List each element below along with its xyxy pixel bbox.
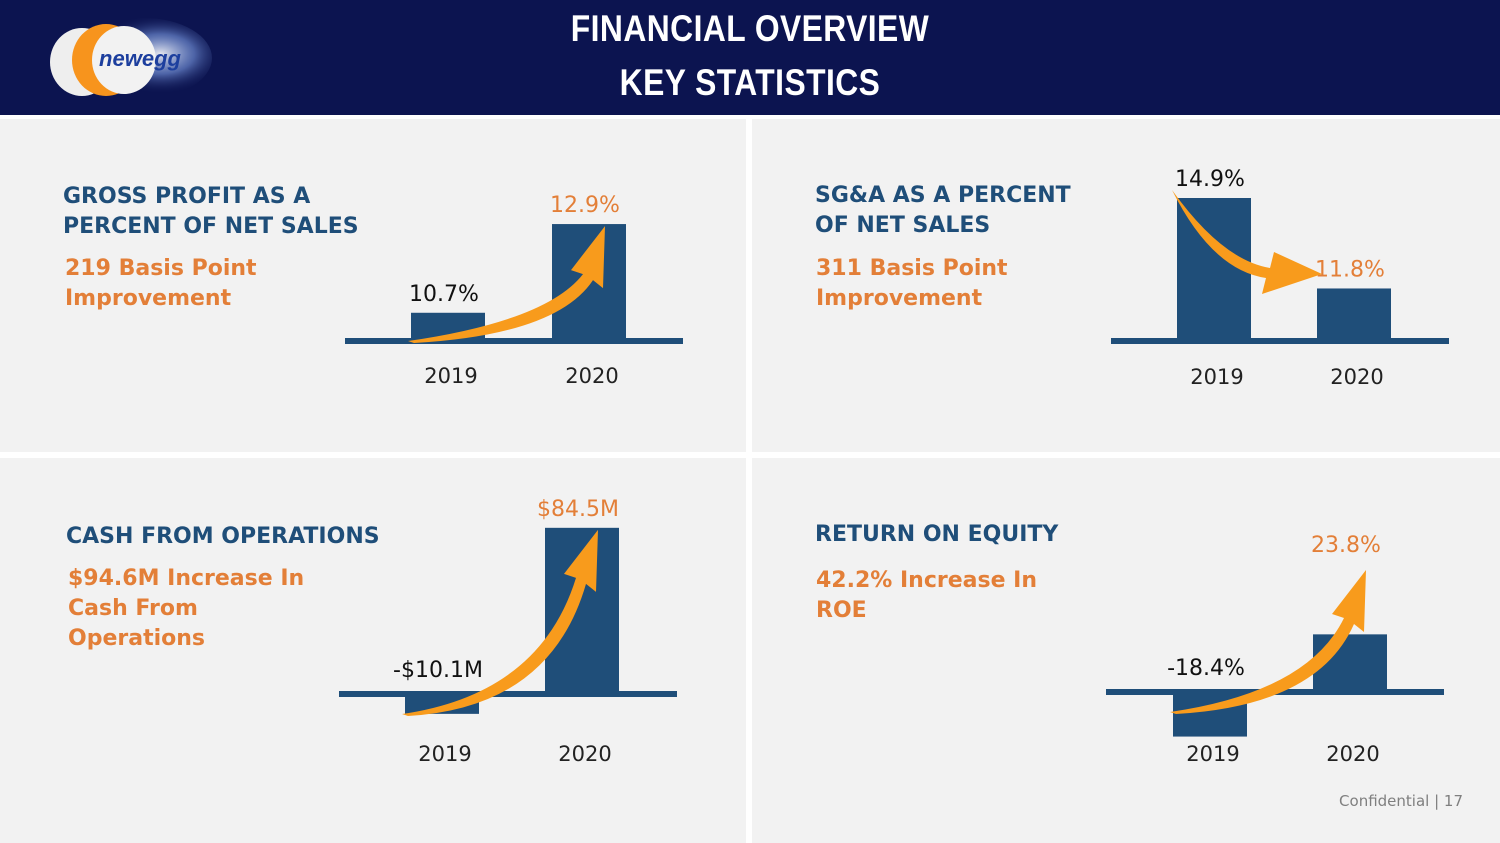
chart2-value-label: 11.8% (1315, 257, 1385, 282)
logo-text: newegg (99, 46, 181, 71)
chart2-trend-arrow (1172, 190, 1322, 294)
chart2-category-label: 2019 (1190, 365, 1243, 389)
chart1-value-label: 10.7% (409, 282, 479, 307)
chart3-value-label: $84.5M (537, 497, 619, 522)
chart3-category-label: 2020 (558, 742, 611, 766)
panel-cash-ops (0, 458, 746, 843)
panel-sga (752, 119, 1500, 452)
roe-heading: RETURN ON EQUITY (815, 522, 1059, 547)
chart1-trend-arrow (408, 226, 605, 343)
chart2-value-label: 14.9% (1175, 167, 1245, 192)
newegg-logo: newegg (50, 18, 212, 98)
chart4-category-label: 2020 (1326, 742, 1379, 766)
sga-subtext: 311 Basis Point Improvement (816, 256, 1008, 311)
chart1-category-label: 2019 (424, 364, 477, 388)
page-title: FINANCIAL OVERVIEW (570, 8, 930, 49)
chart3-bar-2019 (405, 694, 479, 714)
chart2-bar-2020 (1317, 288, 1391, 341)
chart2-bar-2019 (1177, 198, 1251, 341)
chart2-category-label: 2020 (1330, 365, 1383, 389)
chart1-category-label: 2020 (565, 364, 618, 388)
chart4-value-label: 23.8% (1311, 533, 1381, 558)
chart2-baseline (1111, 338, 1449, 344)
chart3-trend-arrow (402, 529, 598, 716)
chart3-baseline (339, 691, 677, 697)
footer-confidential: Confidential | 17 (1339, 792, 1463, 810)
chart4-value-label: -18.4% (1167, 656, 1245, 681)
sga-heading: SG&A AS A PERCENT OF NET SALES (815, 183, 1071, 238)
gross-profit-subtext: 219 Basis Point Improvement (65, 256, 257, 311)
chart1-value-label: 12.9% (550, 193, 620, 218)
gross-profit-heading: GROSS PROFIT AS A PERCENT OF NET SALES (63, 184, 359, 239)
chart3-value-label: -$10.1M (393, 658, 483, 683)
chart4-category-label: 2019 (1186, 742, 1239, 766)
cash-ops-subtext: $94.6M Increase In Cash From Operations (68, 566, 305, 651)
header-bar: newegg FINANCIAL OVERVIEW KEY STATISTICS (0, 0, 1500, 115)
chart1-baseline (345, 338, 683, 344)
chart3-category-label: 2019 (418, 742, 471, 766)
cash-ops-heading: CASH FROM OPERATIONS (66, 524, 380, 549)
page-subtitle: KEY STATISTICS (619, 62, 881, 103)
roe-subtext: 42.2% Increase In ROE (816, 568, 1038, 623)
